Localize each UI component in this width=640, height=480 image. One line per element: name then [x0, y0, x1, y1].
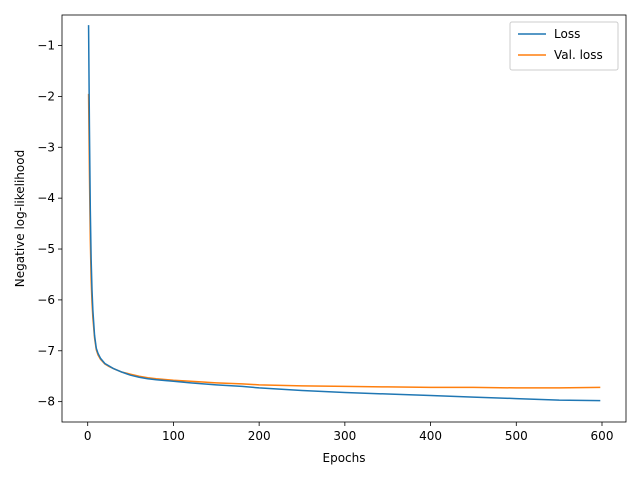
x-tick-label: 500: [505, 429, 528, 443]
y-tick-label: −8: [37, 395, 55, 409]
y-tick-label: −4: [37, 191, 55, 205]
x-tick-label: 100: [162, 429, 185, 443]
y-tick-label: −1: [37, 39, 55, 53]
y-tick-label: −5: [37, 242, 55, 256]
y-tick-label: −6: [37, 293, 55, 307]
y-tick-label: −3: [37, 140, 55, 154]
y-ticks: −8 −7 −6 −5 −4 −3 −2 −1: [37, 39, 62, 409]
series-group: [87, 25, 601, 402]
x-tick-label: 600: [591, 429, 614, 443]
y-tick-label: −7: [37, 344, 55, 358]
y-axis-label: Negative log-likelihood: [13, 150, 27, 287]
x-axis-label: Epochs: [323, 451, 366, 465]
axes-frame: [61, 14, 627, 423]
x-tick-label: 300: [333, 429, 356, 443]
series-line-loss: [87, 25, 601, 402]
legend-label-loss: Loss: [554, 27, 580, 41]
y-tick-label: −2: [37, 89, 55, 103]
legend: Loss Val. loss: [509, 21, 619, 71]
x-tick-label: 200: [248, 429, 271, 443]
x-tick-label: 0: [84, 429, 92, 443]
x-ticks: 0 100 200 300 400 500 600: [84, 422, 614, 443]
legend-label-val-loss: Val. loss: [554, 48, 603, 62]
x-tick-label: 400: [419, 429, 442, 443]
